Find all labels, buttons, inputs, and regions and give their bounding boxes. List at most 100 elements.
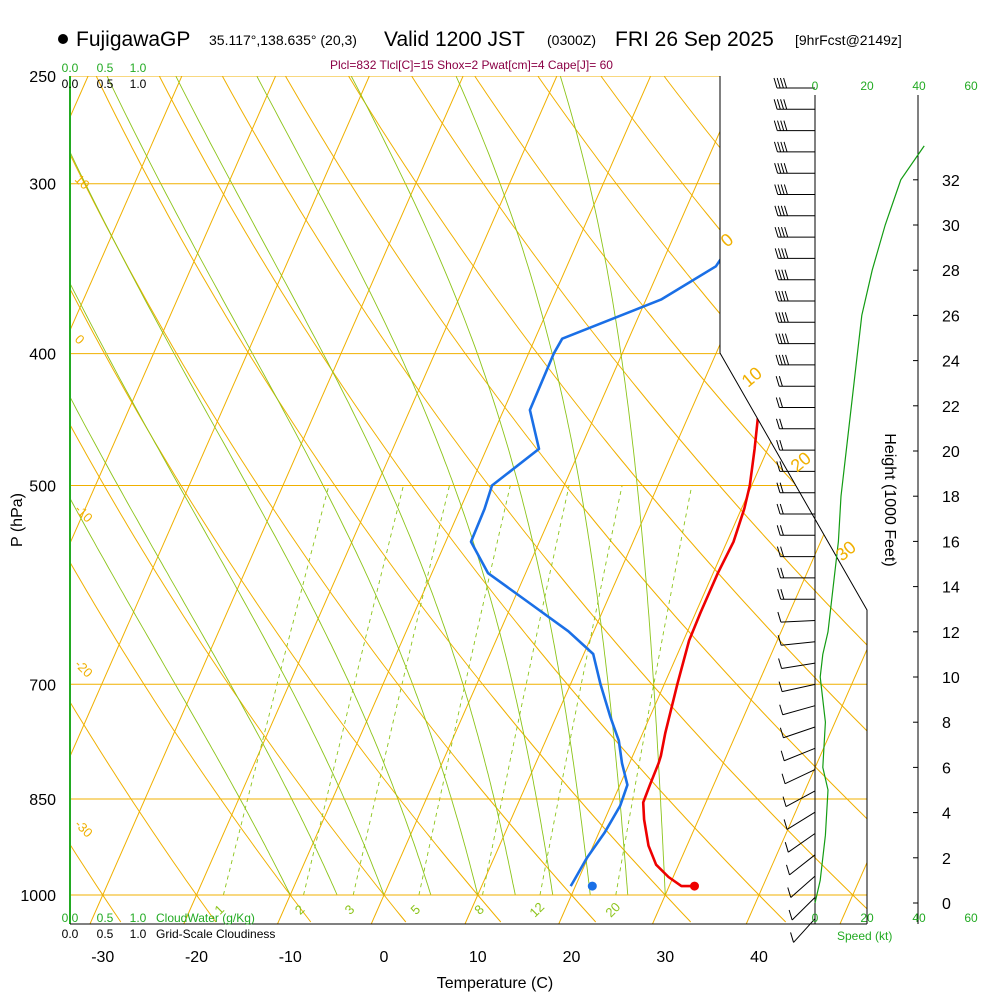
wind-barb-flag <box>779 727 784 738</box>
wind-barb-flag <box>780 226 785 238</box>
wind-barb-flag <box>776 546 781 557</box>
wind-barb <box>785 790 816 808</box>
wind-barb-flag <box>780 750 785 761</box>
wind-barb-flag <box>774 184 779 195</box>
wind-barb-flag <box>787 887 792 898</box>
wind-barb <box>781 641 816 646</box>
wind-barb-flag <box>790 932 795 943</box>
wind-barb-flag <box>784 205 789 216</box>
cloudwater-title: CloudWater (g/Kg) <box>156 911 255 925</box>
wind-barb <box>790 875 816 898</box>
isotherm-50 <box>839 76 867 924</box>
cloudiness-scale-top: 0.5 <box>97 77 114 91</box>
wind-barb-flag <box>778 376 783 387</box>
isotherm--50 <box>70 76 277 924</box>
wind-barb <box>791 897 816 921</box>
surface-dewpoint-dot <box>587 881 597 891</box>
wind-barb-flag <box>780 141 785 153</box>
wind-barb-flag <box>781 248 786 259</box>
wind-barb <box>781 683 816 693</box>
dry-adiabat-70 <box>348 76 867 923</box>
speed-tick-top: 20 <box>860 79 874 93</box>
wind-barb-flag <box>778 312 783 323</box>
wind-barb-flag <box>775 418 780 429</box>
mixing-ratio-8 <box>482 485 570 896</box>
mixing-ratio-label: 12 <box>526 899 547 920</box>
speed-tick-top: 0 <box>812 79 819 93</box>
wind-barb-flag <box>777 589 782 600</box>
height-tick-label: 4 <box>942 806 951 823</box>
speed-tick-bottom: 20 <box>860 911 874 925</box>
height-tick-label: 6 <box>942 760 951 777</box>
temperature-tick-label: 0 <box>380 949 389 966</box>
wind-barb-flag <box>783 77 788 89</box>
height-tick-label: 10 <box>942 670 960 687</box>
wind-barb-flag <box>781 290 786 302</box>
pressure-tick-label: 250 <box>29 69 56 86</box>
wind-barb-flag <box>784 269 789 280</box>
dry-adiabat-label: -30 <box>72 817 96 841</box>
speed-axis-title: Speed (kt) <box>837 929 892 943</box>
wind-barb-flag <box>778 333 783 344</box>
cloudwater-scale-top: 0.0 <box>62 61 79 75</box>
dry-adiabat-40 <box>158 76 787 923</box>
wind-barb <box>784 747 816 762</box>
wind-barb <box>782 705 816 716</box>
wind-barb-flag <box>781 312 786 323</box>
wind-barb-flag <box>781 333 786 344</box>
mixing-ratio-label: 3 <box>342 902 358 918</box>
wind-barb-flag <box>780 163 785 174</box>
cloudiness-scale-bottom: 0.5 <box>97 927 114 941</box>
dry-adiabat-150 <box>852 76 867 923</box>
isotherm--40 <box>70 76 370 924</box>
wind-barb-flag <box>783 163 788 174</box>
height-tick-label: 14 <box>942 580 960 597</box>
wind-barb-flag <box>788 909 793 921</box>
dry-adiabat-label: -10 <box>72 502 96 526</box>
height-tick-label: 12 <box>942 625 960 642</box>
station-name: FujigawaGP <box>76 28 191 51</box>
wind-barb-flag <box>779 418 784 429</box>
pressure-axis-title: P (hPa) <box>9 493 26 547</box>
wind-barb-flag <box>777 611 782 623</box>
wind-barb-flag <box>777 635 782 646</box>
wind-barb-flag <box>780 546 785 557</box>
cloudiness-scale-top: 1.0 <box>130 77 147 91</box>
temperature-tick-label: 10 <box>469 949 487 966</box>
cloudiness-title: Grid-Scale Cloudiness <box>156 927 275 941</box>
wind-barb-flag <box>773 141 778 153</box>
pressure-tick-label: 850 <box>29 792 56 809</box>
wind-barb-flag <box>776 77 781 89</box>
wind-barb-flag <box>779 525 784 536</box>
forecast-info: [9hrFcst@2149z] <box>795 32 902 48</box>
moist-adiabat--5 <box>70 76 338 896</box>
wind-barb-flag <box>777 567 782 579</box>
wind-barb-flag <box>781 773 786 784</box>
wind-barb-flag <box>778 269 783 280</box>
wind-barb-flag <box>783 184 788 195</box>
wind-barb-flag <box>782 796 787 807</box>
parcel-trace <box>759 230 776 383</box>
wind-barb-flag <box>776 439 781 451</box>
dry-adiabat-20 <box>70 76 597 923</box>
frame-layer <box>69 76 919 925</box>
wind-barb-flag <box>777 184 782 195</box>
moist-adiabat-5 <box>70 76 432 896</box>
temperature-tick-label: -30 <box>91 949 114 966</box>
wind-barb-flag <box>784 333 789 344</box>
dry-adiabat-90 <box>474 76 867 923</box>
wind-barb-flag <box>778 658 783 669</box>
wind-barb-flag <box>779 503 784 515</box>
wind-barb-flag <box>786 864 790 876</box>
isotherm-40 <box>745 76 867 924</box>
isotherm-0 <box>370 76 745 924</box>
dry-adiabat-label: -20 <box>72 657 96 681</box>
right-boundary-line <box>719 76 868 924</box>
height-tick-label: 16 <box>942 534 960 551</box>
wind-barb-flag <box>777 141 782 153</box>
height-tick-label: 24 <box>942 354 960 371</box>
wind-barb <box>784 769 816 785</box>
wind-barb-flag <box>784 842 789 853</box>
mixing-ratio-label: 8 <box>471 902 487 918</box>
wind-barb-flag <box>780 589 785 600</box>
